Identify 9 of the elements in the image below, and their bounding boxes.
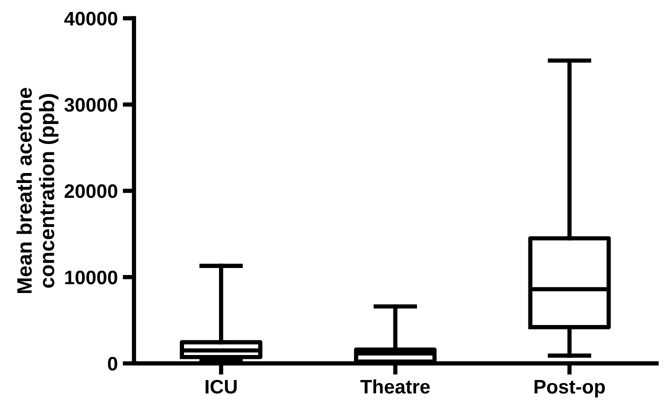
y-tick-label: 10000 <box>65 270 118 284</box>
y-axis-title: Mean breath acetone concentration (ppb) <box>16 88 58 294</box>
y-tick-label: 40000 <box>64 12 118 26</box>
x-tick-label: ICU <box>206 380 237 394</box>
x-tick-label: Post-op <box>534 380 605 398</box>
x-tick-label: Theatre <box>360 379 430 394</box>
y-tick-label: 20000 <box>64 184 118 198</box>
y-tick-label: 0 <box>108 356 118 371</box>
y-tick-label: 30000 <box>64 98 118 112</box>
